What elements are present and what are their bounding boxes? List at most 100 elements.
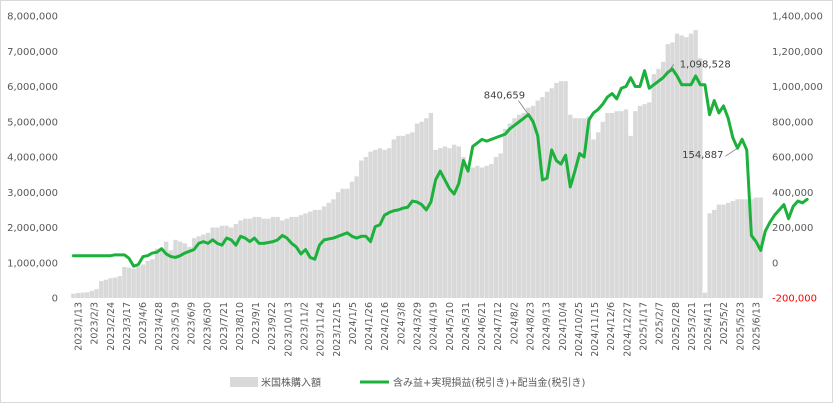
bar [386,148,392,298]
bar [191,238,197,298]
right-tick-label: 600,000 [772,153,813,164]
legend-label-bars: 米国株購入額 [261,376,321,389]
bar [530,105,536,298]
x-tick-label: 2023/4/28 [154,302,165,351]
bar [150,259,155,298]
bar [340,188,345,298]
annotation-leader [518,100,529,115]
bar [294,216,299,298]
x-tick-label: 2023/9/22 [267,302,278,351]
bar [298,215,304,298]
x-tick-label: 2023/6/30 [203,302,214,351]
bar [716,204,722,298]
bar [331,199,336,298]
bar [414,123,420,298]
bar [521,112,526,298]
bar [280,220,285,298]
annotation-label: 154,887 [682,150,723,161]
x-tick-label: 2023/8/10 [235,302,246,351]
bar [544,91,550,298]
bar [419,121,424,298]
bar [349,181,355,298]
bar [164,241,169,298]
legend-swatch-bars [230,377,258,387]
left-tick-label: 3,000,000 [7,188,58,199]
bar [470,167,475,298]
x-tick-label: 2023/5/19 [170,302,181,351]
bar [99,281,104,298]
x-tick-label: 2024/4/19 [429,302,440,351]
bar [89,290,95,298]
bar [270,216,276,298]
bar [484,165,489,298]
bar [577,118,582,298]
bar [475,165,480,298]
bar [428,112,434,298]
bar [679,35,684,298]
bar [503,128,508,298]
bar [321,206,327,298]
bar [284,218,290,298]
x-tick-label: 2023/1/13 [74,302,85,351]
bar [540,97,545,298]
x-tick-label: 2025/3/21 [687,302,698,351]
x-tick-label: 2024/11/15 [590,302,601,357]
bar [122,266,127,298]
bar [753,197,759,298]
bar [563,81,568,299]
bar [512,118,517,298]
bar [447,148,452,298]
bar [94,289,99,298]
bar [256,216,262,298]
bar [619,111,624,299]
x-tick-label: 2023/7/21 [219,302,230,351]
bar [391,139,396,299]
x-tick-label: 2023/2/3 [90,302,101,345]
x-tick-label: 2025/4/11 [703,302,714,351]
bar [75,293,81,298]
x-tick-label: 2024/6/21 [477,302,488,351]
bar [656,68,661,299]
bar [201,234,206,298]
bar [614,111,619,299]
x-tick-label: 2023/11/24 [316,302,327,357]
bar [628,135,633,298]
bar [247,218,252,298]
bar [595,132,601,298]
bar [80,292,85,298]
bar [526,107,531,299]
x-tick-label: 2025/5/23 [735,302,746,351]
bar [182,243,187,298]
bar [140,264,146,298]
bar [196,236,201,298]
bar [707,213,712,298]
bar [660,61,666,298]
bar [674,33,680,299]
bar [479,167,485,298]
bar [438,148,443,298]
right-tick-label: 0 [772,258,778,269]
line-layer [71,67,809,268]
bar [600,121,605,298]
bar [451,144,457,298]
bar [229,227,234,298]
annotation-label: 840,659 [484,91,525,102]
bar [112,277,118,298]
bar [688,33,694,299]
x-axis: 2023/1/13 2023/2/3 2023/2/24 2023/3/17 2023/… [74,302,763,357]
bar [670,42,675,298]
x-tick-label: 2024/8/23 [526,302,537,351]
bar [582,118,587,298]
bar [382,149,387,298]
left-tick-label: 6,000,000 [7,82,58,93]
bar [726,202,731,298]
bar [572,118,578,298]
bar [684,37,689,299]
bar [623,109,629,298]
legend: 米国株購入額 含み益+実現損益(税引き)+配当金(税引き) [230,376,585,389]
bar [126,267,132,298]
bar [266,218,271,298]
bar [103,279,108,298]
bar [493,157,499,298]
